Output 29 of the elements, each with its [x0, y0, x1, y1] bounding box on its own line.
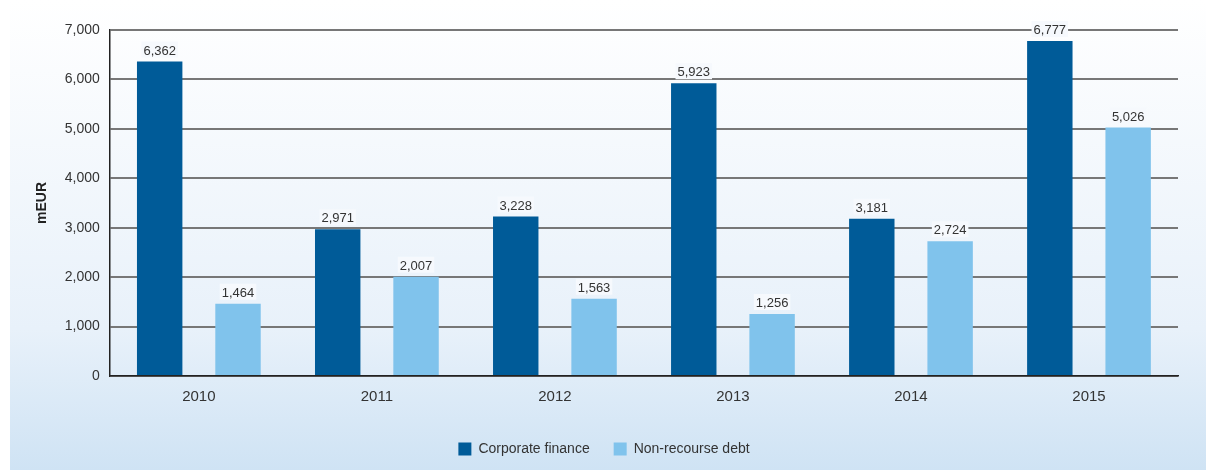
data-label: 2,971 — [321, 210, 354, 226]
legend-label: Non-recourse debt — [633, 439, 750, 456]
data-label: 6,777 — [1033, 22, 1067, 38]
data-label: 1,256 — [755, 295, 789, 310]
y-axis-title: mEUR — [33, 181, 50, 225]
x-tick-label: 2012 — [538, 387, 572, 405]
x-tick-label: 2014 — [894, 387, 928, 405]
data-label: 2,007 — [399, 257, 433, 273]
y-tick-label: 2,000 — [64, 268, 101, 284]
data-label: 3,228 — [499, 197, 533, 213]
data-label: 1,464 — [221, 284, 255, 300]
y-tick-label: 1,000 — [64, 317, 101, 334]
y-tick-label: 4,000 — [64, 169, 101, 186]
data-label: 3,181 — [855, 199, 889, 215]
legend-label: Corporate finance — [478, 439, 590, 456]
x-tick-label: 2010 — [182, 387, 216, 405]
x-tick-label: 2013 — [716, 387, 750, 405]
data-label: 5,026 — [1111, 108, 1145, 124]
data-label: 5,923 — [677, 64, 711, 80]
data-label: 6,362 — [143, 42, 176, 58]
y-tick-label: 5,000 — [64, 119, 101, 136]
y-tick-label: 3,000 — [64, 218, 101, 235]
data-label: 1,563 — [577, 279, 611, 295]
y-tick-label: 7,000 — [64, 20, 101, 37]
y-tick-label: 6,000 — [64, 70, 101, 87]
x-tick-label: 2011 — [360, 387, 394, 405]
x-tick-label: 2015 — [1072, 387, 1106, 405]
data-label: 2,724 — [933, 222, 967, 238]
y-tick-label: 0 — [92, 366, 101, 383]
